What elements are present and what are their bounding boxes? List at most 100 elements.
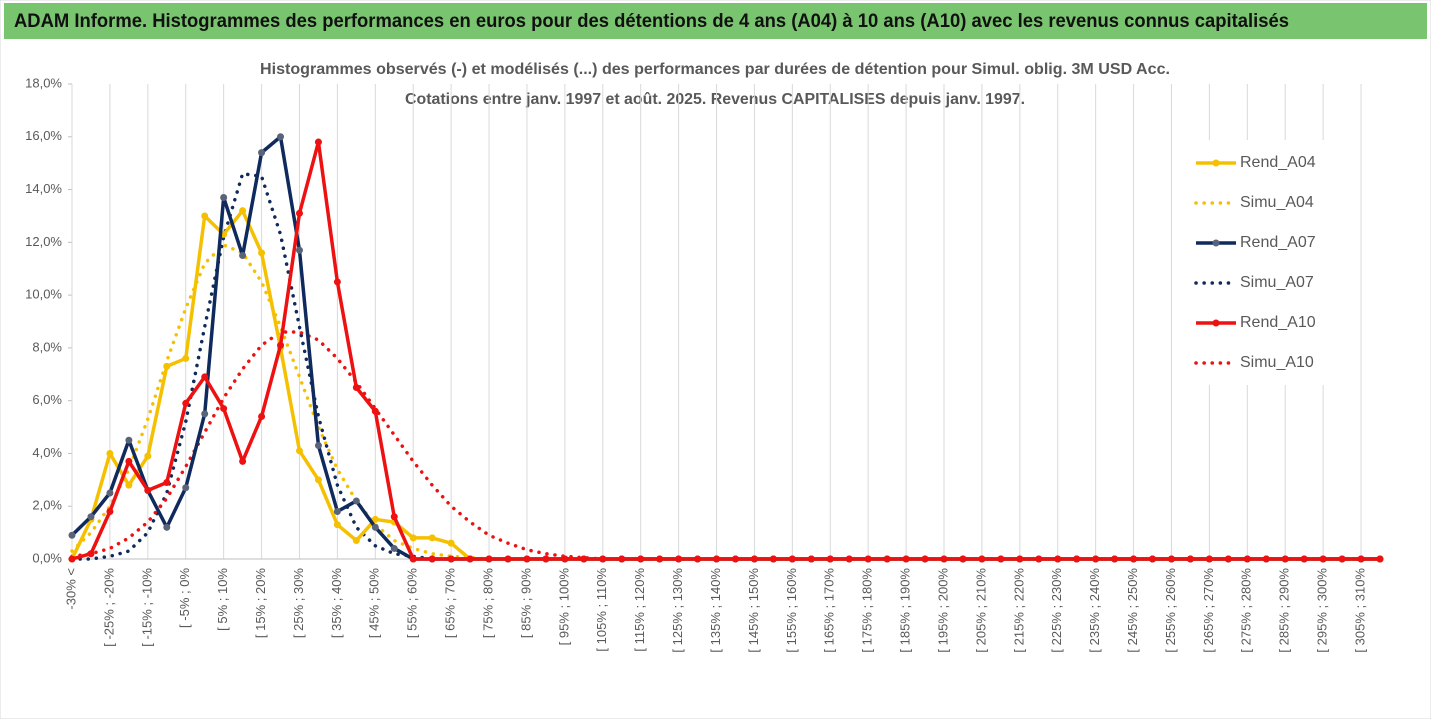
point [333, 521, 341, 529]
legend-label: Rend_A07 [1240, 234, 1316, 251]
point [713, 555, 721, 563]
x-tick-label: [ 105% ; 110% [594, 568, 609, 652]
point [201, 373, 209, 381]
point [1338, 555, 1346, 563]
legend-label: Rend_A04 [1240, 154, 1316, 171]
point [106, 489, 114, 497]
legend-label: Simu_A04 [1240, 194, 1314, 211]
point [201, 212, 209, 220]
point [333, 278, 341, 286]
x-tick-label: [ 55% ; 60% [405, 568, 420, 639]
point [314, 138, 322, 146]
point [997, 555, 1005, 563]
y-tick-label: 4,0% [32, 445, 62, 460]
point [182, 354, 190, 362]
x-tick-label: -30% < [63, 568, 78, 610]
point [1300, 555, 1308, 563]
point [542, 555, 550, 563]
point [314, 442, 322, 450]
point [731, 555, 739, 563]
point [1092, 555, 1100, 563]
x-tick-label: [ 125% ; 130% [670, 568, 685, 653]
x-tick-label: [ 185% ; 190% [898, 568, 913, 653]
point [239, 207, 247, 215]
point [295, 246, 303, 254]
point [1186, 555, 1194, 563]
point [125, 436, 133, 444]
title-bar [4, 3, 1427, 39]
legend-marker [1212, 319, 1220, 327]
point [864, 555, 872, 563]
point [883, 555, 891, 563]
point [428, 555, 436, 563]
x-tick-label: [ -25% ; -20% [101, 568, 116, 647]
point [220, 405, 228, 413]
point [788, 555, 796, 563]
point [1016, 555, 1024, 563]
point [163, 523, 171, 531]
y-tick-label: 8,0% [32, 339, 62, 354]
point [390, 513, 398, 521]
x-tick-label: [ 215% ; 220% [1011, 568, 1026, 653]
point [769, 555, 777, 563]
point [352, 497, 360, 505]
point [1205, 555, 1213, 563]
x-tick-label: [ 85% ; 90% [518, 568, 533, 639]
chart-subtitle: Histogrammes observés (-) et modélisés (… [260, 61, 1170, 78]
point [978, 555, 986, 563]
point [447, 555, 455, 563]
y-tick-label: 14,0% [25, 181, 62, 196]
x-tick-label: [ 235% ; 240% [1087, 568, 1102, 653]
point [163, 478, 171, 486]
point [921, 555, 929, 563]
point [466, 555, 474, 563]
point [409, 534, 417, 542]
point [314, 476, 322, 484]
x-tick-label: [ 65% ; 70% [443, 568, 458, 639]
point [239, 252, 247, 260]
x-tick-label: [ 35% ; 40% [329, 568, 344, 639]
point [1111, 555, 1119, 563]
point [182, 484, 190, 492]
point [523, 555, 531, 563]
point [940, 555, 948, 563]
x-tick-label: [ 245% ; 250% [1125, 568, 1140, 653]
page-title: ADAM Informe. Histogrammes des performan… [14, 11, 1289, 32]
point [87, 550, 95, 558]
point [1073, 555, 1081, 563]
point [68, 531, 76, 539]
point [694, 555, 702, 563]
point [68, 555, 76, 563]
point [447, 539, 455, 547]
x-tick-label: [ 255% ; 260% [1163, 568, 1178, 653]
point [959, 555, 967, 563]
point [295, 209, 303, 217]
legend-label: Rend_A10 [1240, 314, 1316, 331]
point [125, 481, 133, 489]
x-tick-label: [ 135% ; 140% [708, 568, 723, 653]
point [371, 515, 379, 523]
x-tick-label: [ 5% ; 10% [215, 568, 230, 631]
series-line [71, 140, 1380, 561]
y-tick-label: 10,0% [25, 287, 62, 302]
x-tick-label: [ 145% ; 150% [746, 568, 761, 653]
x-tick-label: [ 15% ; 20% [253, 568, 268, 639]
x-tick-label: [ 225% ; 230% [1049, 568, 1064, 653]
point [106, 508, 114, 515]
x-tick-label: [ 285% ; 290% [1277, 568, 1292, 653]
point [826, 555, 834, 563]
x-tick-label: [ 95% ; 100% [556, 568, 571, 646]
point [675, 555, 683, 563]
point [807, 555, 815, 563]
x-tick-label: [ 75% ; 80% [480, 568, 495, 639]
x-tick-label: [ 305% ; 310% [1352, 568, 1367, 653]
x-tick-label: [ 265% ; 270% [1201, 568, 1216, 653]
point [163, 362, 171, 370]
point [352, 537, 360, 545]
point [750, 555, 758, 563]
point [144, 486, 152, 494]
point [1262, 555, 1270, 563]
x-tick-label: [ 25% ; 30% [291, 568, 306, 639]
x-tick-label: [ 45% ; 50% [367, 568, 382, 639]
